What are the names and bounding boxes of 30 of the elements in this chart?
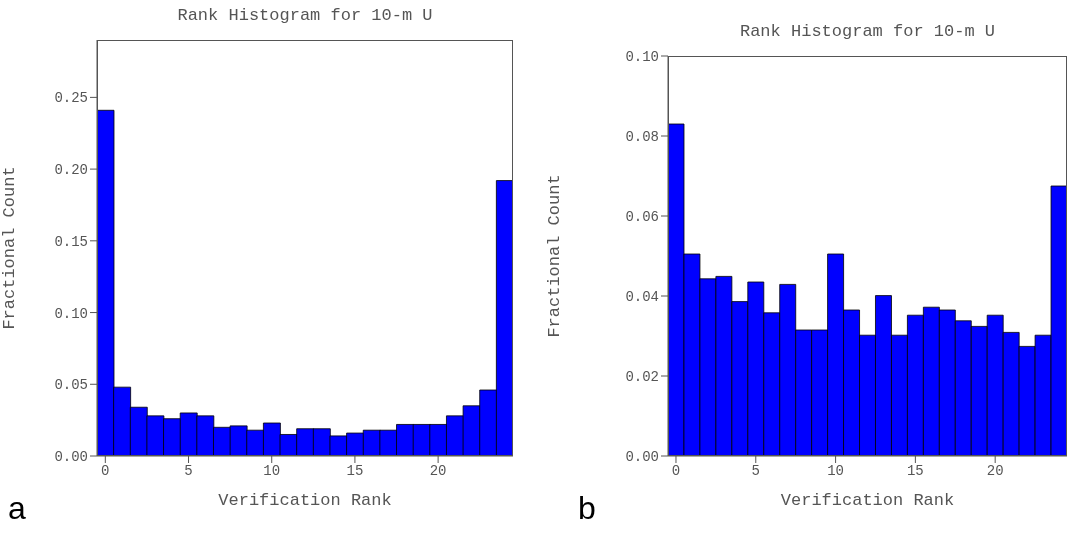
y-tick-label: 0.10: [54, 305, 88, 322]
y-tick-label: 0.08: [625, 128, 659, 145]
x-tick-label: 10: [827, 462, 844, 479]
text: b: [578, 490, 596, 527]
y-tick-label: 0.10: [625, 48, 659, 65]
y-tick-label: 0.06: [625, 208, 659, 225]
x-tick-label: 20: [986, 462, 1004, 479]
x-tick-label: 5: [184, 462, 193, 479]
chart-title: Rank Histogram for 10-m U: [738, 22, 996, 41]
y-axis-title: Fractional Count: [0, 166, 20, 330]
x-tick-label: 0: [671, 462, 681, 479]
x-tick-label: 15: [906, 462, 924, 479]
x-tick-label: 20: [429, 462, 447, 479]
y-tick-label: 0.15: [54, 233, 88, 250]
y-tick-label: 0.25: [54, 90, 88, 107]
text: a: [8, 490, 26, 527]
y-tick-label: 0.04: [625, 288, 659, 305]
x-tick-label: 5: [751, 462, 760, 479]
chart-title: Rank Histogram for 10-m U: [176, 6, 434, 25]
x-axis-title: Verification Rank: [780, 491, 955, 510]
x-tick-label: 0: [101, 462, 110, 479]
y-tick-label: 0.20: [54, 162, 88, 179]
y-tick-label: 0.00: [625, 448, 659, 465]
y-tick-label: 0.05: [54, 377, 88, 394]
x-tick-label: 10: [263, 462, 281, 479]
y-tick-label: 0.02: [625, 368, 659, 385]
y-axis-title: Fractional Count: [545, 174, 565, 338]
y-tick-label: 0.00: [54, 448, 88, 465]
x-tick-label: 15: [346, 462, 364, 479]
x-axis-title: Verification Rank: [218, 491, 392, 510]
